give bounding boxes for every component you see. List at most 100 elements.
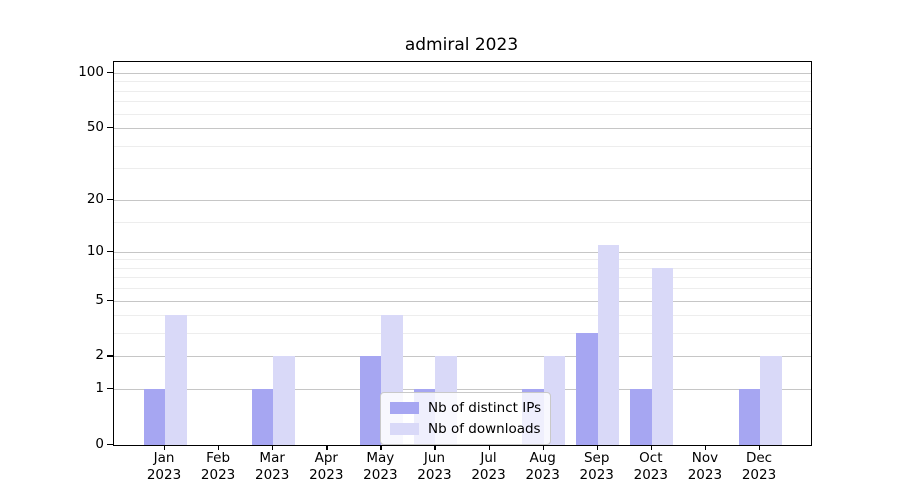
y-gridline-minor	[114, 221, 811, 223]
y-tick-mark	[107, 388, 113, 390]
plot-area: Nb of distinct IPs Nb of downloads	[113, 61, 812, 446]
x-tick-month: Nov	[691, 450, 719, 466]
y-tick-label: 50	[86, 119, 104, 136]
y-gridline-minor	[114, 113, 811, 115]
x-tick-mark	[326, 445, 328, 450]
y-tick-label: 100	[78, 64, 104, 80]
x-tick-year: 2023	[471, 467, 506, 483]
y-gridline-minor	[114, 145, 811, 147]
x-tick-year: 2023	[200, 467, 236, 483]
bar-downloads-sep	[597, 244, 620, 445]
y-gridline-major	[114, 128, 811, 130]
x-tick-label-oct: Oct 2023	[616, 450, 686, 484]
bar-distinct-ips-jan	[143, 389, 165, 445]
chart-title: admiral 2023	[404, 35, 519, 55]
x-tick-year: 2023	[146, 467, 182, 483]
x-tick-label-aug: Aug 2023	[508, 450, 578, 484]
x-tick-month: Dec	[745, 450, 773, 466]
legend-entry-distinct-ips: Nb of distinct IPs	[390, 400, 541, 416]
x-tick-mark	[272, 445, 274, 450]
bar-distinct-ips-oct	[630, 389, 652, 445]
y-gridline-minor	[114, 259, 811, 261]
legend-label-downloads: Nb of downloads	[428, 421, 541, 437]
x-tick-label-may: May 2023	[345, 450, 415, 484]
y-gridline-minor	[114, 288, 811, 290]
x-tick-mark	[704, 445, 707, 450]
y-tick-mark	[107, 444, 113, 446]
y-gridline-minor	[114, 315, 811, 317]
y-tick-mark	[107, 355, 113, 357]
y-gridline-major	[114, 251, 811, 253]
x-tick-year: 2023	[417, 467, 452, 483]
y-gridline-major	[114, 199, 811, 201]
x-tick-month: May	[366, 450, 395, 466]
y-tick-label: 0	[95, 436, 104, 452]
x-tick-year: 2023	[633, 467, 668, 483]
y-tick-mark	[107, 299, 113, 301]
x-tick-month: Mar	[259, 450, 285, 466]
x-tick-month: Feb	[206, 450, 231, 466]
x-tick-year: 2023	[309, 467, 344, 483]
y-tick-label: 5	[95, 291, 104, 308]
legend-label-distinct-ips: Nb of distinct IPs	[428, 400, 542, 416]
x-tick-year: 2023	[363, 467, 398, 483]
x-tick-month: Jul	[480, 450, 497, 466]
y-gridline-minor	[114, 90, 811, 92]
legend-entry-downloads: Nb of downloads	[390, 421, 541, 437]
x-tick-label-nov: Nov 2023	[670, 450, 740, 484]
y-tick-mark	[107, 127, 113, 129]
x-tick-label-apr: Apr 2023	[291, 450, 361, 484]
legend-swatch-downloads-icon	[390, 423, 419, 435]
y-tick-mark	[107, 72, 113, 74]
bar-downloads-mar	[273, 356, 295, 445]
bar-downloads-jan	[165, 315, 187, 445]
bar-distinct-ips-sep	[576, 333, 598, 445]
x-tick-mark	[759, 445, 761, 450]
bar-downloads-oct	[651, 267, 674, 445]
x-tick-mark	[650, 445, 653, 450]
y-gridline-major	[114, 356, 811, 358]
x-tick-month: Jan	[153, 450, 175, 466]
legend-swatch-distinct-ips-icon	[390, 402, 419, 414]
y-gridline-minor	[114, 81, 811, 83]
x-tick-label-mar: Mar 2023	[237, 450, 307, 484]
x-tick-mark	[596, 445, 599, 450]
y-gridline-major	[114, 73, 811, 74]
y-gridline-minor	[114, 333, 811, 335]
y-gridline-minor	[114, 277, 811, 279]
x-tick-year: 2023	[254, 467, 290, 483]
x-tick-mark	[218, 445, 220, 450]
y-gridline-minor	[114, 168, 811, 170]
x-tick-label-jun: Jun 2023	[399, 450, 469, 484]
x-tick-mark	[434, 445, 436, 450]
x-tick-month: Jun	[423, 450, 445, 466]
x-tick-label-sep: Sep 2023	[562, 450, 632, 484]
x-tick-month: Sep	[583, 450, 610, 466]
x-tick-year: 2023	[741, 467, 777, 483]
x-tick-month: Aug	[529, 450, 556, 466]
x-tick-month: Apr	[314, 450, 338, 466]
x-tick-mark	[542, 445, 544, 450]
y-tick-label: 10	[86, 242, 104, 259]
y-gridline-minor	[114, 267, 811, 269]
x-tick-label-jan: Jan 2023	[129, 450, 199, 484]
x-tick-label-dec: Dec 2023	[724, 450, 794, 484]
x-tick-label-jul: Jul 2023	[454, 450, 524, 484]
bar-distinct-ips-dec	[738, 389, 760, 445]
x-tick-year: 2023	[687, 467, 723, 483]
bar-downloads-dec	[760, 356, 782, 445]
x-tick-month: Oct	[639, 450, 663, 466]
y-tick-label: 1	[95, 380, 104, 397]
y-tick-label: 2	[95, 347, 104, 364]
y-gridline-minor	[114, 101, 811, 103]
y-tick-mark	[107, 250, 113, 252]
y-tick-label: 20	[86, 190, 104, 207]
x-tick-year: 2023	[579, 467, 614, 483]
bar-distinct-ips-mar	[251, 389, 274, 445]
x-tick-year: 2023	[525, 467, 560, 483]
x-tick-label-feb: Feb 2023	[183, 450, 253, 484]
y-gridline-major	[114, 300, 811, 302]
x-tick-mark	[380, 445, 382, 450]
y-gridline-major	[114, 389, 811, 391]
